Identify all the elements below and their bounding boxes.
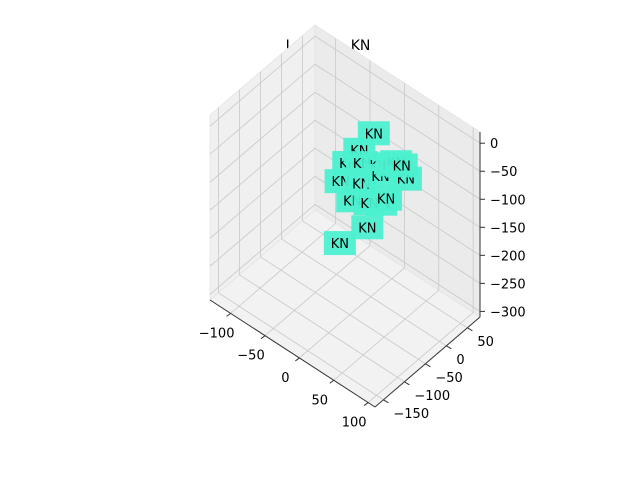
point-label: KN (393, 159, 411, 174)
z-tick-label: −50 (490, 165, 517, 180)
x-tick-label: −100 (199, 326, 235, 341)
data-point: KN (323, 231, 356, 256)
axis-ticks: −100−50050100−150−100−50050−300−250−200−… (199, 137, 526, 430)
data-point: KN (351, 215, 384, 240)
y-tick-mark (467, 327, 473, 332)
point-box (323, 231, 356, 256)
data-point: KN (357, 121, 390, 146)
x-tick-mark (329, 379, 335, 384)
y-tick-mark (446, 345, 452, 350)
x-tick-label: 50 (311, 393, 328, 408)
y-tick-label: −150 (393, 407, 429, 422)
z-tick-label: 0 (490, 137, 498, 152)
x-tick-mark (363, 402, 369, 406)
point-label: KN (358, 221, 376, 236)
x-tick-label: 0 (281, 371, 289, 386)
grid-z-back (314, 91, 481, 200)
grid-x-floor (333, 289, 440, 381)
grid-z-left (209, 35, 316, 127)
grid-z-left (209, 204, 316, 295)
y-tick-label: −50 (435, 371, 462, 386)
grid-z-left (209, 176, 316, 267)
z-tick-label: −100 (490, 193, 526, 208)
z-tick-label: −250 (490, 277, 526, 292)
grid-x-floor (299, 267, 405, 359)
axis-lines (209, 132, 481, 408)
point-label: KN (377, 193, 395, 208)
x-tick-label: −50 (237, 349, 264, 364)
grid-y-floor (239, 274, 405, 383)
grid-x-floor (264, 245, 371, 336)
z-tick-label: −200 (490, 249, 526, 264)
z-tick-label: −150 (490, 221, 526, 236)
point-label: KN (331, 237, 349, 252)
x-axis-line (209, 299, 376, 408)
grid-x-floor (230, 223, 336, 314)
y-tick-label: −100 (414, 389, 450, 404)
point-box (357, 121, 390, 146)
grid-z-back (314, 204, 481, 312)
z-tick-label: −300 (490, 305, 526, 320)
point-box (370, 186, 403, 211)
point-box (351, 215, 384, 240)
grid-z-back (314, 63, 481, 172)
grid-y-floor (218, 292, 384, 401)
y-axis-line (374, 316, 481, 408)
grid-z-back (314, 35, 481, 144)
data-points: KNKNKNKNKNKNKNKNKNKNKNKNKNKNKNKNKNKN (323, 121, 422, 256)
grid-x-floor (367, 312, 474, 403)
grid-y-floor (281, 238, 447, 347)
grid-y-floor (260, 256, 426, 365)
data-point: KN (385, 153, 418, 178)
x-tick-label: 100 (342, 416, 367, 431)
x-tick-mark (226, 312, 231, 317)
grid-z-left (209, 119, 316, 211)
grid-z-left (209, 91, 316, 183)
point-box (385, 153, 418, 178)
point-label: KN (331, 175, 349, 190)
y-tick-mark (404, 381, 410, 386)
grid-z-left (209, 63, 316, 155)
y-tick-mark (383, 399, 389, 404)
y-tick-label: 0 (456, 353, 464, 368)
y-tick-mark (425, 363, 431, 368)
x-tick-mark (260, 335, 266, 340)
y-tick-label: 50 (477, 335, 494, 350)
data-point: KN (370, 186, 403, 211)
x-tick-mark (295, 357, 300, 362)
point-label: KN (365, 127, 383, 142)
grid-z-left (209, 148, 316, 239)
